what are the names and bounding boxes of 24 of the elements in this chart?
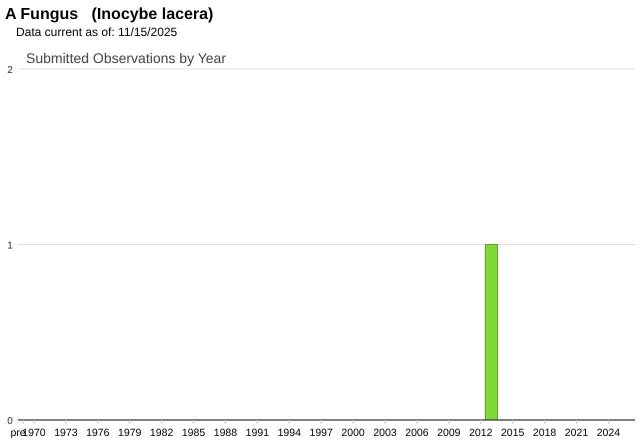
x-tick-label: 1985	[182, 427, 206, 439]
x-tick-label: 1994	[278, 427, 302, 439]
x-tick-label: 1991	[246, 427, 270, 439]
x-tick-label: 2006	[405, 427, 429, 439]
y-tick-label: 2	[7, 65, 14, 76]
y-tick-label: 1	[7, 240, 14, 252]
x-tick-label: 2015	[500, 427, 525, 439]
x-tick-label: 2024	[596, 427, 620, 439]
x-tick-label: 1988	[214, 427, 238, 439]
y-tick-label: 0	[7, 416, 14, 427]
chart-subtitle: Data current as of: 11/15/2025	[16, 25, 178, 39]
chart-title: A Fungus (Inocybe lacera)	[5, 6, 214, 23]
x-tick-label: 1973	[54, 427, 78, 439]
x-tick-label: 1982	[150, 427, 174, 439]
text: Submitted Observations by Year	[26, 50, 226, 66]
x-tick-label: 2003	[373, 427, 397, 439]
x-tick-label: 1976	[86, 427, 110, 439]
x-tick-label: 2018	[532, 427, 556, 439]
x-tick-label: 2009	[437, 427, 461, 439]
x-tick-label: 2021	[564, 427, 588, 439]
x-tick-label: 2000	[341, 427, 365, 439]
x-tick-label: 2012	[469, 427, 493, 439]
x-tick-label: 1979	[118, 427, 142, 439]
x-tick-label: 1997	[310, 427, 334, 439]
